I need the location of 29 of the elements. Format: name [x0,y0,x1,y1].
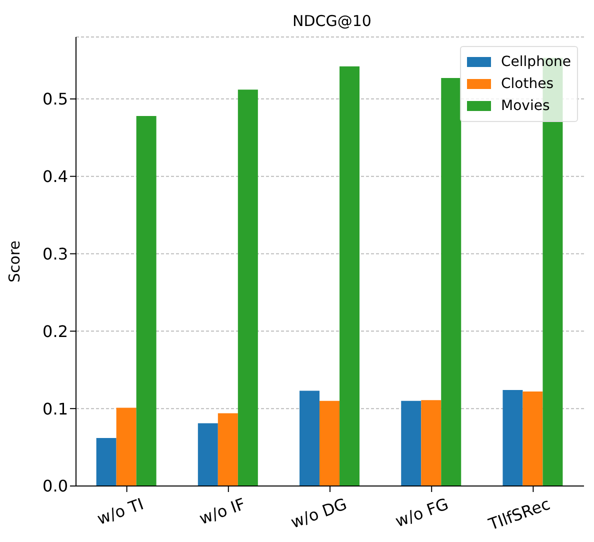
bar [198,423,218,486]
bar [522,392,543,486]
legend-label: Movies [501,97,550,116]
x-tick-label: w/o IF [196,494,248,528]
bar [218,413,238,486]
bar [116,408,136,486]
y-tick-label: 0.3 [42,244,68,264]
bar [238,90,258,486]
bar [502,390,523,486]
y-axis-title: Score [5,240,24,283]
bar [136,116,156,486]
chart-title: NDCG@10 [292,12,372,30]
y-tick-label: 0.2 [42,322,68,341]
y-tick-label: 0.0 [42,476,68,496]
bar [421,400,442,486]
x-tick-label: w/o FG [392,494,451,531]
x-tick-label: w/o TI [94,494,146,528]
x-tick-label: w/o DG [288,494,350,532]
bar [96,438,116,486]
bar [320,400,340,486]
legend-label: Cellphone [501,53,571,72]
bar [441,78,462,486]
y-tick-label: 0.1 [42,399,68,418]
bar [340,66,360,486]
bar [401,400,422,486]
y-tick-label: 0.5 [42,90,68,109]
legend-label: Clothes [501,75,554,94]
y-tick-label: 0.4 [42,167,68,186]
bar [300,390,320,486]
